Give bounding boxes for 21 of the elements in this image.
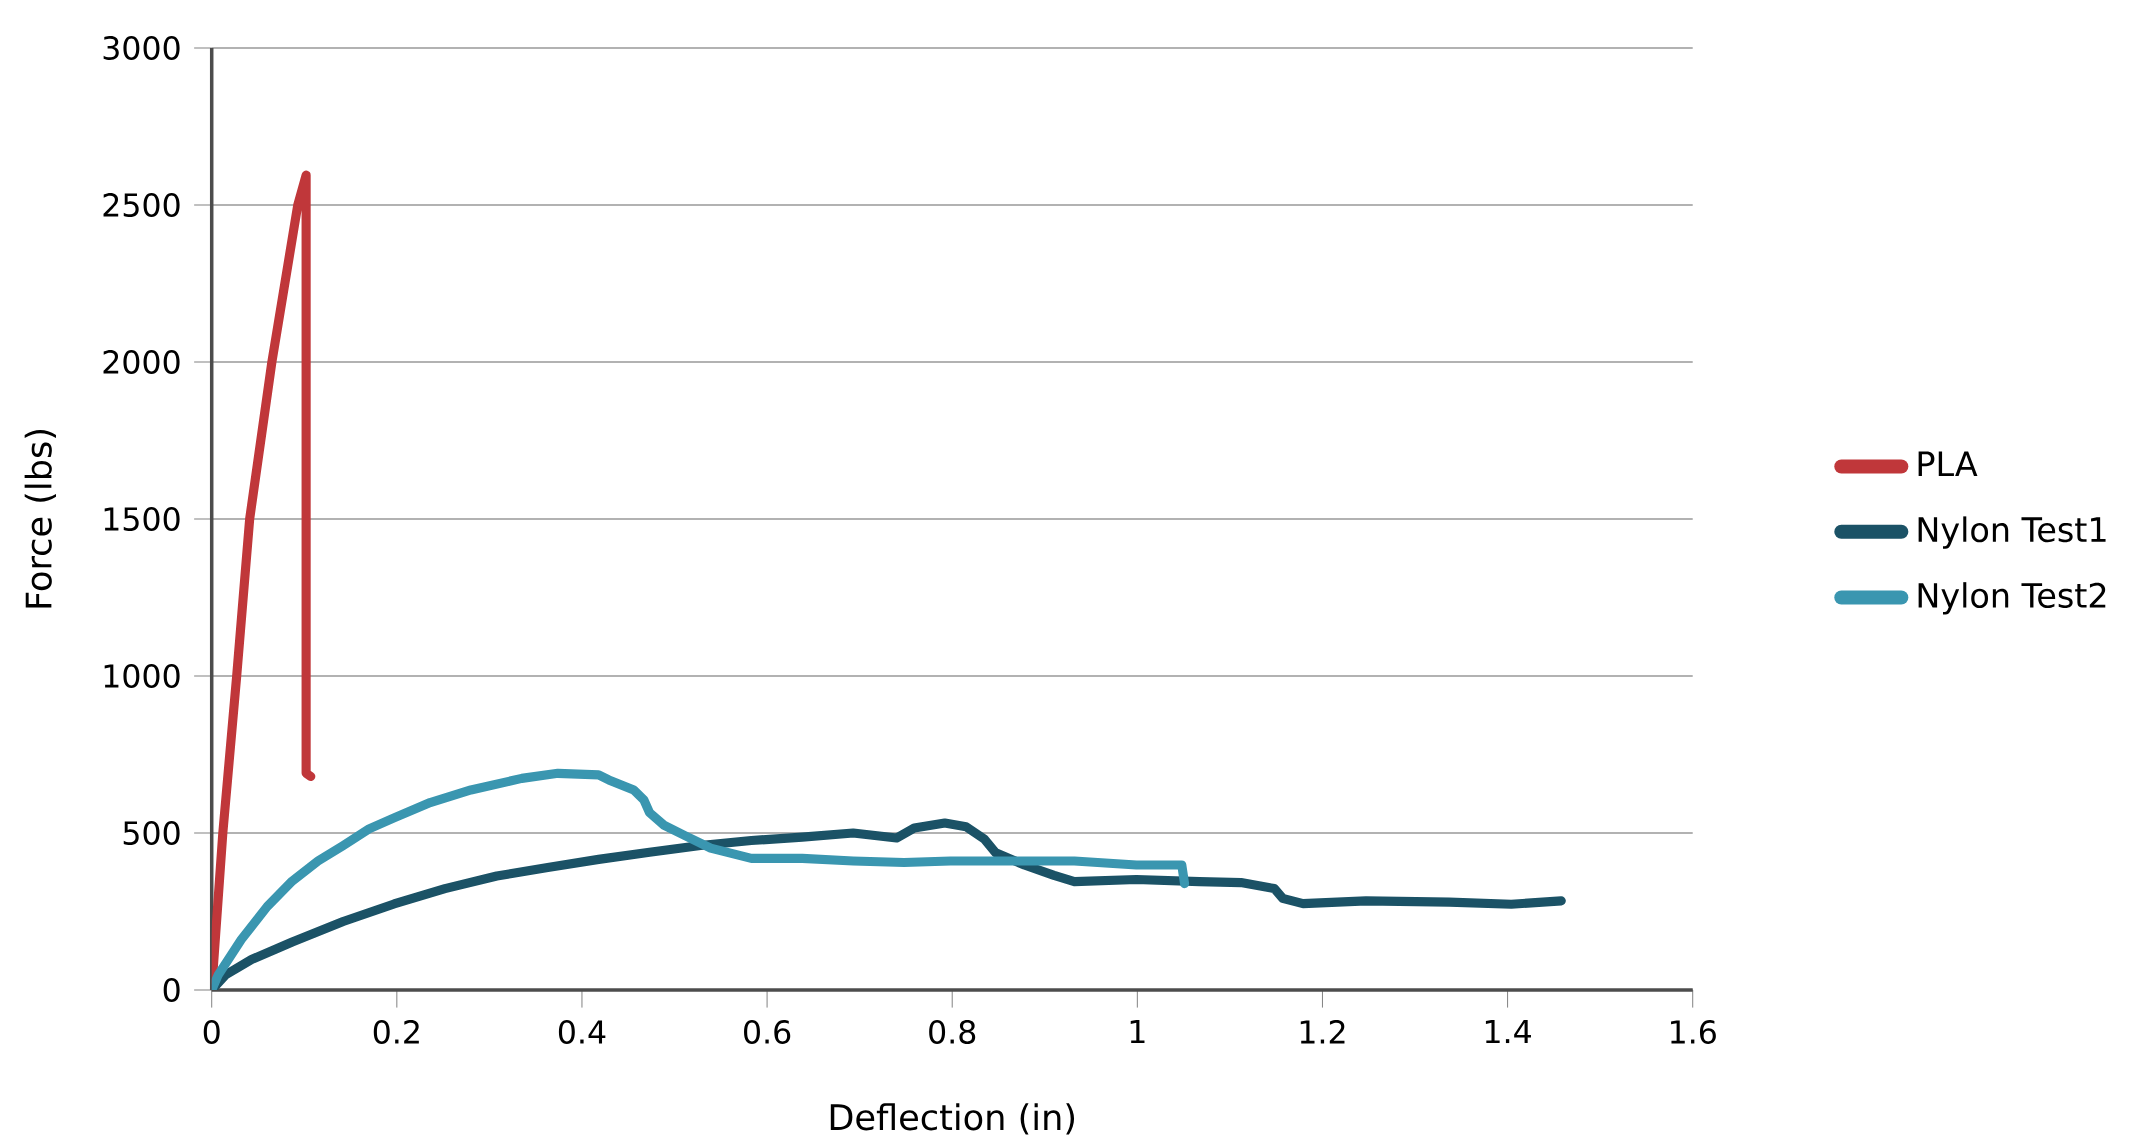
legend-label: PLA: [1918, 451, 1978, 476]
x-axis-title: Deflection (in): [830, 1103, 1075, 1135]
y-tick-label: 1000: [104, 664, 180, 688]
y-tick-label: 0: [163, 978, 180, 1002]
y-tick-label: 500: [123, 821, 180, 845]
x-tick-label: 1.4: [1485, 1020, 1531, 1044]
x-tick-label: 0.2: [373, 1019, 419, 1044]
legend-label: Nylon Test1: [1918, 516, 2106, 549]
x-tick-label: 0.4: [558, 1019, 606, 1044]
x-tick-label: 1: [1130, 1020, 1145, 1044]
y-tick-label: 2500: [103, 193, 180, 217]
x-tick-label: 0.6: [744, 1019, 791, 1044]
y-tick-label: 1500: [104, 507, 180, 531]
y-axis-title: Force (lbs): [24, 429, 56, 608]
x-tick-label: 1.2: [1300, 1019, 1345, 1044]
x-tick-label: 0.8: [929, 1019, 976, 1044]
legend-label: Nylon Test2: [1918, 582, 2106, 615]
x-tick-label: 0: [203, 1019, 220, 1044]
x-tick-label: 1.6: [1671, 1019, 1716, 1044]
y-tick-label: 2000: [103, 350, 180, 374]
y-tick-label: 3000: [103, 36, 180, 60]
